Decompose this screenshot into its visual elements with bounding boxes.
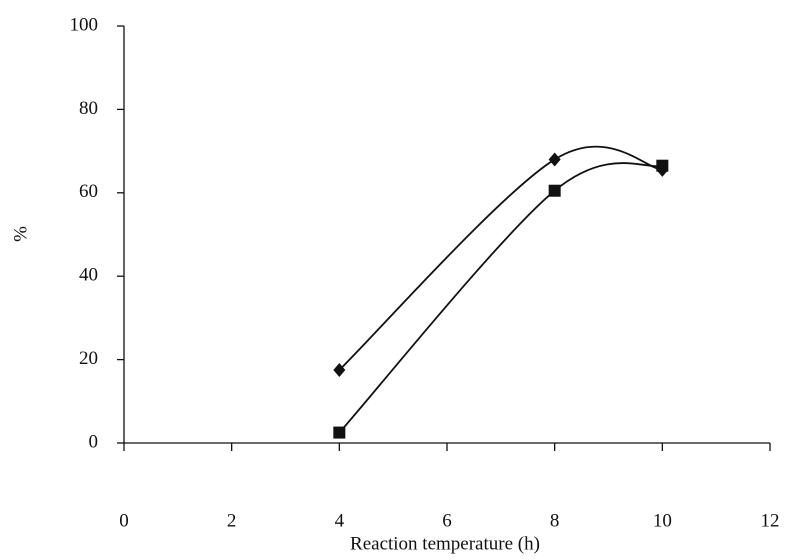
x-axis-label: Reaction temperature (h) xyxy=(350,533,540,554)
marker xyxy=(333,363,346,378)
y-tick-label: 40 xyxy=(79,265,98,286)
x-tick-label: 4 xyxy=(335,510,345,531)
y-tick-label: 60 xyxy=(79,181,98,202)
x-tick-label: 8 xyxy=(550,510,560,531)
y-axis-label: % xyxy=(10,226,31,242)
y-tick-label: 80 xyxy=(79,98,98,119)
y-tick-label: 0 xyxy=(89,431,99,452)
y-tick-label: 100 xyxy=(70,14,99,35)
x-tick-label: 6 xyxy=(442,510,452,531)
x-tick-label: 12 xyxy=(761,510,780,531)
series-line xyxy=(338,162,663,434)
x-tick-label: 2 xyxy=(227,510,237,531)
marker xyxy=(548,152,561,167)
marker xyxy=(656,159,669,172)
marker xyxy=(333,426,346,439)
marker xyxy=(548,184,561,197)
series-line xyxy=(338,145,663,371)
y-tick-label: 20 xyxy=(79,348,98,369)
x-tick-label: 10 xyxy=(653,510,672,531)
x-tick-label: 0 xyxy=(119,510,129,531)
